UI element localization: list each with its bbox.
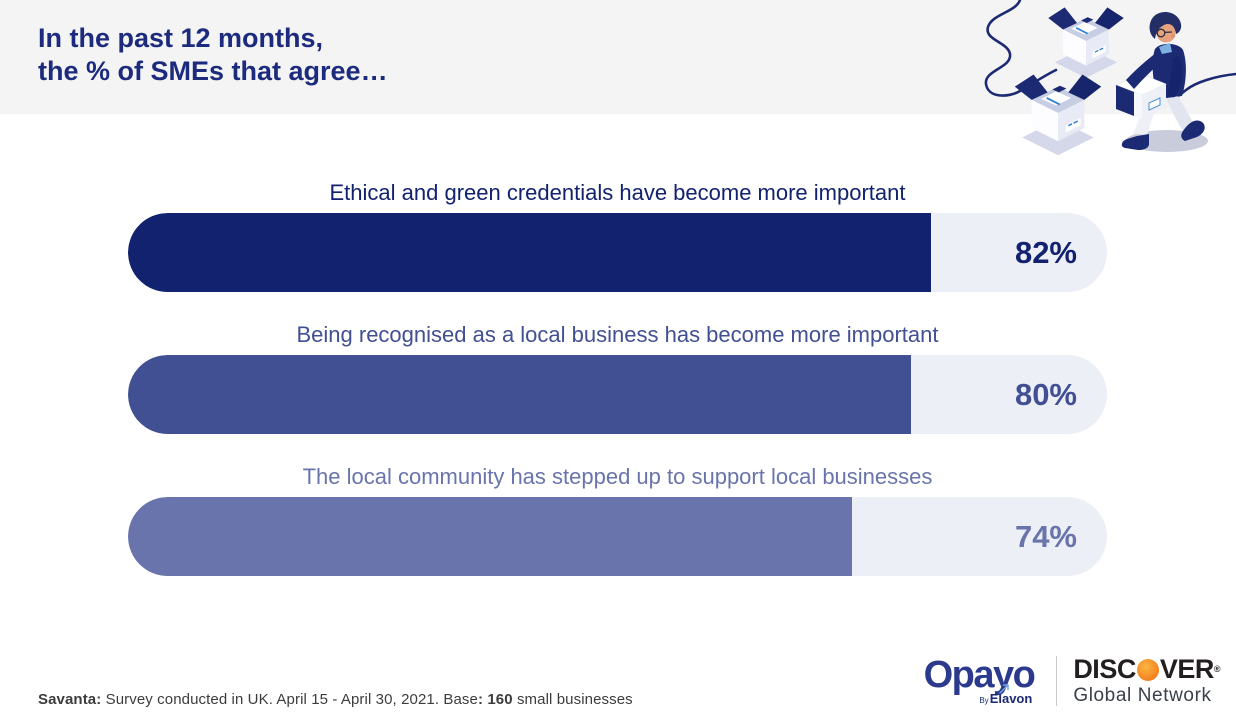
bar-value-label: 82% [1014, 235, 1077, 270]
bar-row: Being recognised as a local business has… [128, 323, 1107, 434]
opayo-byline-by: By [979, 695, 989, 705]
bar-category-label: Being recognised as a local business has… [296, 322, 939, 347]
bar-value-label: 80% [1014, 377, 1077, 412]
opayo-byline-brand: Elavon [989, 690, 1033, 706]
squiggle-line-left [984, 0, 1058, 97]
page-title: In the past 12 months, the % of SMEs tha… [38, 22, 388, 88]
bar-value-label: 74% [1014, 519, 1077, 554]
bar-track: 74% [128, 497, 1107, 576]
registered-mark: ® [1213, 664, 1221, 674]
opayo-logo: Opayo ByElavon [924, 656, 1039, 706]
opayo-wordmark: Opayo [923, 653, 1036, 696]
discover-logo: DISC VER ® Global Network [1073, 654, 1220, 707]
source-note: Savanta: Survey conducted in UK. April 1… [38, 691, 633, 708]
carried-box [1115, 73, 1167, 119]
bar-fill [128, 497, 853, 576]
bar-fill [128, 355, 912, 434]
footer-logos: Opayo ByElavon DISC VER ® Global Network [924, 654, 1221, 707]
discover-wordmark: DISC VER ® [1073, 654, 1220, 683]
bar-fill [128, 213, 931, 292]
discover-wordmark-suffix: VER [1159, 653, 1215, 684]
person-carrying-boxes-illustration [984, 0, 1236, 157]
opayo-byline: ByElavon [979, 683, 1033, 706]
glasses-icon [1156, 28, 1166, 38]
source-brand: Savanta: [38, 691, 102, 708]
page-title-line2: the % of SMEs that agree… [38, 56, 388, 86]
person-figure [1115, 12, 1208, 152]
bar-track: 80% [128, 355, 1107, 434]
bar-track: 82% [128, 213, 1107, 292]
discover-orange-circle-icon [1136, 658, 1159, 681]
logo-divider [1056, 655, 1058, 706]
discover-subtitle: Global Network [1073, 685, 1212, 706]
bar-row: The local community has stepped up to su… [128, 465, 1107, 576]
opayo-arrow-icon [999, 683, 1010, 694]
source-text: Survey conducted in UK. April 15 - April… [101, 691, 478, 708]
discover-wordmark-prefix: DISC [1073, 653, 1136, 684]
bar-category-label: The local community has stepped up to su… [302, 464, 933, 489]
source-suffix: small businesses [512, 691, 633, 708]
bar-row: Ethical and green credentials have becom… [128, 181, 1107, 292]
bar-chart: Ethical and green credentials have becom… [128, 181, 1107, 607]
source-base-count: : 160 [477, 691, 513, 708]
open-box-top [1047, 6, 1125, 79]
page-title-line1: In the past 12 months, [38, 23, 324, 53]
bar-category-label: Ethical and green credentials have becom… [329, 180, 906, 205]
open-box-bottom [1013, 73, 1103, 157]
